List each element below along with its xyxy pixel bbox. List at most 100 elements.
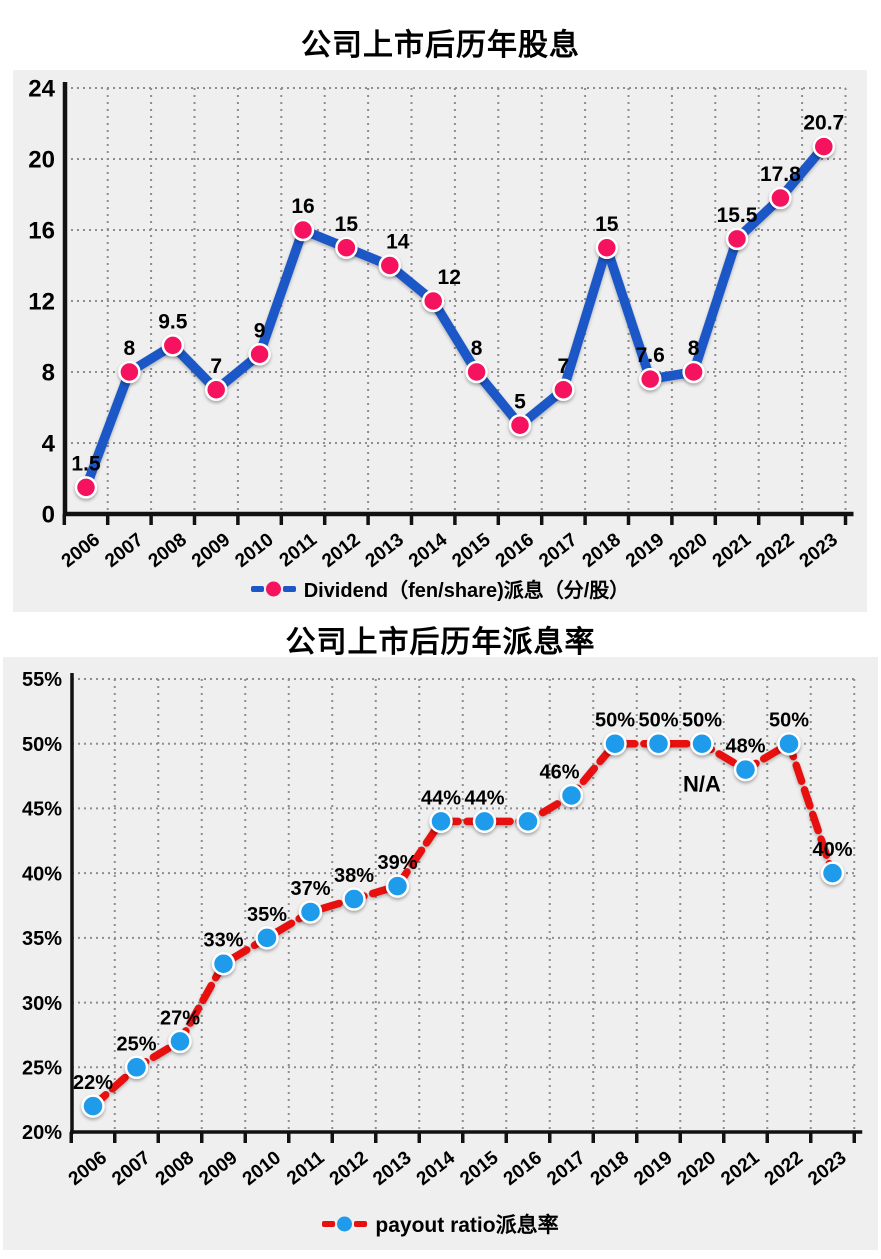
data-point-label: 1.5 xyxy=(71,452,101,475)
data-point xyxy=(733,757,758,782)
data-point xyxy=(421,289,445,313)
x-tick-label: 2016 xyxy=(492,529,538,572)
y-tick-label: 0 xyxy=(42,502,55,529)
payout-ratio-legend-marker-icon xyxy=(322,1216,368,1232)
dividend-chart-plot: 0481216202420062007200820092010201120122… xyxy=(28,76,854,572)
data-point xyxy=(161,334,185,357)
data-point xyxy=(342,887,366,911)
data-point-label: 15 xyxy=(595,213,619,236)
data-point-label: 5 xyxy=(514,390,526,413)
data-point xyxy=(291,218,315,242)
data-point-label: 25% xyxy=(116,1033,156,1055)
data-point xyxy=(255,926,279,950)
x-tick-label: 2023 xyxy=(804,1147,850,1190)
data-line xyxy=(81,141,829,493)
data-point-label: 7 xyxy=(558,355,570,378)
data-point-label: 15.5 xyxy=(717,204,758,227)
data-point xyxy=(168,1029,192,1054)
y-tick-label: 30% xyxy=(22,993,62,1015)
data-point xyxy=(429,809,453,834)
x-tick-label: 2008 xyxy=(152,1147,198,1190)
data-point xyxy=(298,900,323,924)
data-point-label: 7 xyxy=(210,355,222,378)
data-point xyxy=(378,254,402,277)
dividend-legend-marker-icon xyxy=(250,581,296,596)
x-tick-label: 2019 xyxy=(630,1147,676,1190)
x-tick-label: 2007 xyxy=(108,1147,154,1190)
y-tick-label: 12 xyxy=(28,289,55,316)
data-point xyxy=(638,367,662,391)
data-point-label: 44% xyxy=(421,787,461,809)
data-point xyxy=(211,951,236,976)
data-point xyxy=(769,186,792,210)
data-point xyxy=(682,360,705,384)
payout-ratio-chart-panel: 20% 25% 30% 35% 40% 45% 50% 55% 2006 2007 2008 2009… xyxy=(3,657,878,1250)
data-point-label: 8 xyxy=(124,337,136,360)
payout-ratio-chart-title: 公司上市后历年派息率 xyxy=(285,626,596,659)
data-point-label: 48% xyxy=(725,736,765,758)
x-tick-label: 2018 xyxy=(579,529,625,572)
data-point-label: 17.8 xyxy=(760,163,801,186)
data-point-label: 33% xyxy=(203,930,243,952)
y-tick-label: 40% xyxy=(22,863,62,885)
data-point xyxy=(595,236,619,259)
data-point-label: 14 xyxy=(386,231,410,254)
data-point xyxy=(465,360,488,384)
dividend-chart-title: 公司上市后历年股息 xyxy=(301,29,580,62)
x-tick-label: 2012 xyxy=(326,1147,372,1190)
data-point-label: 50% xyxy=(595,710,635,732)
x-tick-label: 2010 xyxy=(231,529,277,572)
data-point xyxy=(385,874,410,898)
data-point xyxy=(820,861,845,885)
y-tick-label: 8 xyxy=(42,360,55,387)
x-tick-label: 2009 xyxy=(195,1147,241,1190)
data-point-label: 9 xyxy=(254,319,266,342)
data-point-label: 7.6 xyxy=(636,344,665,367)
dividend-chart-legend: Dividend（fen/share)派息（分/股） xyxy=(13,574,867,603)
data-point-label: 27% xyxy=(160,1007,200,1029)
dividend-legend-label: Dividend（fen/share)派息（分/股） xyxy=(303,580,630,602)
data-point xyxy=(603,731,627,756)
x-tick-label: 2013 xyxy=(362,529,408,572)
data-point-label: 20.7 xyxy=(803,112,844,135)
y-tick-label: 45% xyxy=(22,799,62,821)
annotation-label: N/A xyxy=(683,772,721,797)
legend-dash xyxy=(282,585,296,592)
x-tick-label: 2006 xyxy=(58,529,104,572)
data-point xyxy=(472,809,497,834)
legend-dot xyxy=(337,1216,353,1232)
x-tick-label: 2011 xyxy=(283,1147,329,1189)
y-tick-label: 24 xyxy=(28,76,55,103)
x-tick-label: 2017 xyxy=(535,529,581,572)
payout-ratio-chart-plot: 20% 25% 30% 35% 40% 45% 50% 55% 2006200720082009… xyxy=(22,669,863,1190)
data-point-label: 8 xyxy=(688,337,700,360)
data-point-label: 46% xyxy=(539,761,579,783)
x-tick-label: 2013 xyxy=(369,1147,415,1190)
x-tick-label: 2007 xyxy=(101,529,147,572)
x-tick-label: 2014 xyxy=(405,529,452,572)
data-point-label: 15 xyxy=(335,213,359,236)
data-point xyxy=(812,135,836,158)
legend-dash xyxy=(322,1221,336,1227)
data-point-label: 39% xyxy=(377,852,417,874)
legend-dash xyxy=(250,585,264,592)
x-tick-label: 2021 xyxy=(709,529,756,572)
data-point xyxy=(81,1094,105,1118)
payout-ratio-legend-label: payout ratio派息率 xyxy=(375,1214,559,1237)
x-tick-label: 2020 xyxy=(674,1147,720,1190)
data-point xyxy=(124,1055,149,1080)
y-tick-label: 25% xyxy=(22,1057,62,1079)
x-tick-label: 2019 xyxy=(622,529,668,572)
data-point xyxy=(690,731,714,756)
data-point xyxy=(248,343,271,366)
data-point xyxy=(552,378,575,401)
y-tick-label: 50% xyxy=(22,734,62,756)
data-point-label: 50% xyxy=(638,710,678,732)
x-tick-label: 2015 xyxy=(456,1147,503,1190)
data-point-label: 16 xyxy=(291,195,314,218)
data-point xyxy=(646,731,671,756)
x-tick-label: 2022 xyxy=(761,1147,807,1190)
data-point-label: 22% xyxy=(73,1072,113,1094)
y-tick-label: 20% xyxy=(22,1122,62,1144)
x-tick-label: 2016 xyxy=(500,1147,546,1190)
